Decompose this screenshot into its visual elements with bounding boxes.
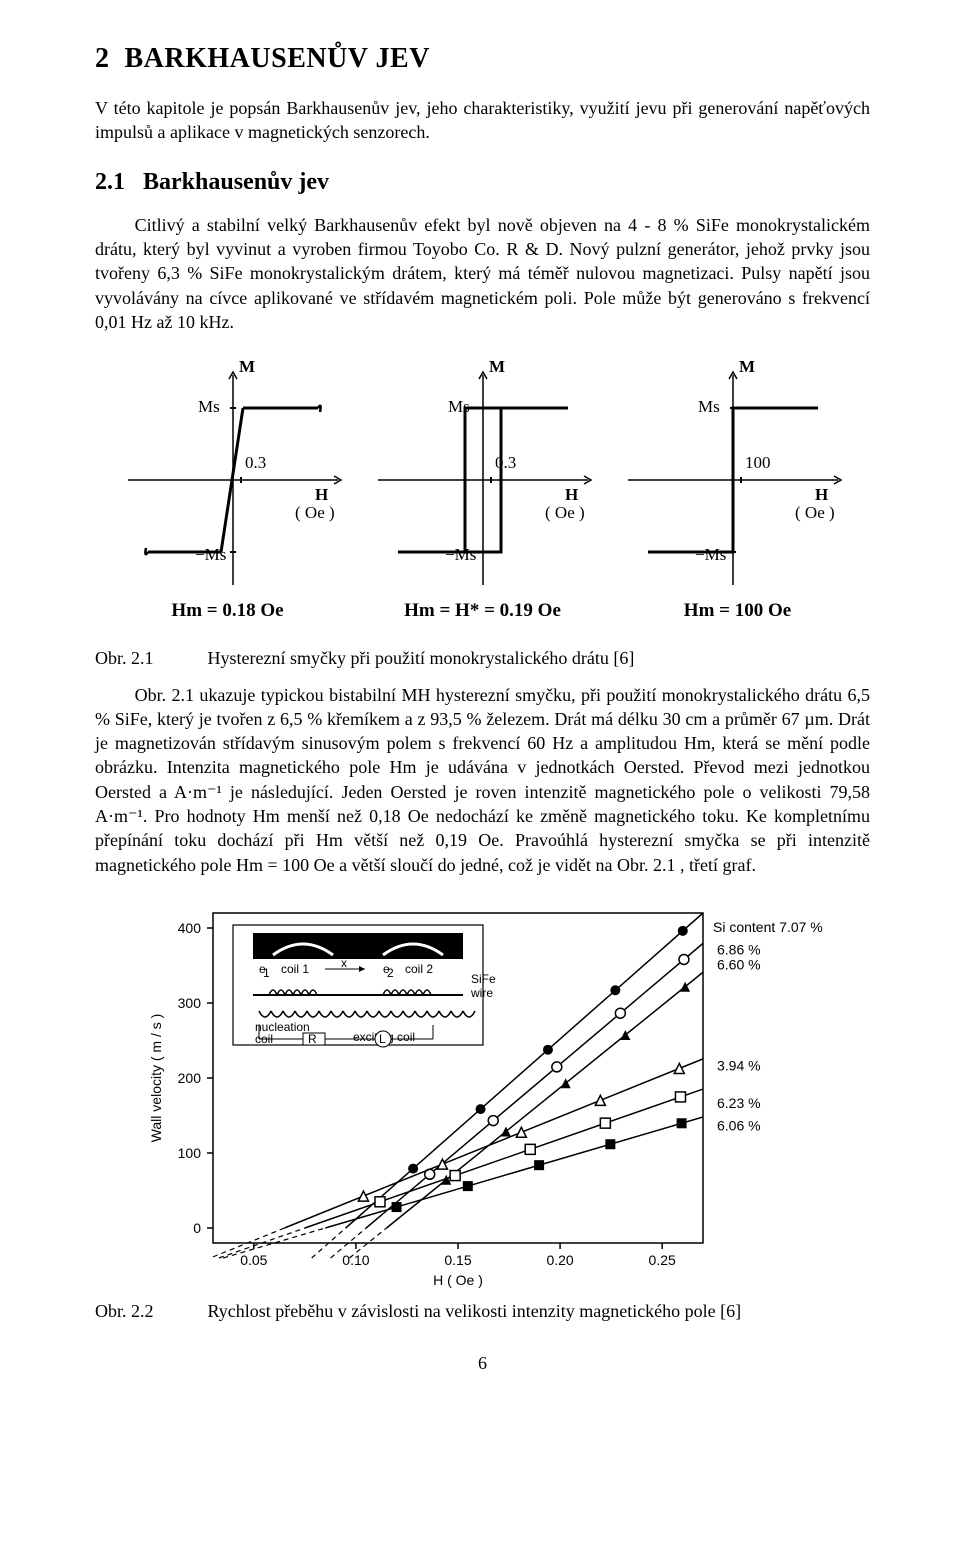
- chapter-title: 2 BARKHAUSENŮV JEV: [95, 40, 870, 78]
- fig21-hm-1: Hm = 0.18 Oe: [113, 598, 343, 624]
- svg-text:( Oe ): ( Oe ): [545, 503, 585, 522]
- page-number: 6: [95, 1351, 870, 1375]
- svg-text:100: 100: [177, 1145, 201, 1161]
- svg-text:3.94 %: 3.94 %: [717, 1057, 761, 1073]
- svg-text:H: H: [815, 485, 828, 504]
- svg-text:300: 300: [177, 995, 201, 1011]
- svg-text:H: H: [315, 485, 328, 504]
- svg-text:H: H: [565, 485, 578, 504]
- svg-text:2: 2: [387, 966, 394, 980]
- svg-text:200: 200: [177, 1070, 201, 1086]
- fig21-hm-row: Hm = 0.18 Oe Hm = H* = 0.19 Oe Hm = 100 …: [113, 598, 853, 624]
- fig21-hm-2: Hm = H* = 0.19 Oe: [343, 598, 623, 624]
- fig22-caption: Obr. 2.2 Rychlost přeběhu v závislosti n…: [95, 1299, 870, 1323]
- svg-text:0: 0: [193, 1220, 201, 1236]
- intro-paragraph: V této kapitole je popsán Barkhausenův j…: [95, 96, 870, 145]
- svg-text:0.25: 0.25: [648, 1252, 675, 1268]
- svg-text:L: L: [379, 1032, 386, 1046]
- svg-text:0.15: 0.15: [444, 1252, 471, 1268]
- svg-text:x: x: [341, 956, 347, 970]
- svg-text:6.60 %: 6.60 %: [717, 956, 761, 972]
- figure-2-2: 0 100 200 300 400 0.05 0.10 0.15 0.20 0.25 H ( Oe …: [143, 893, 823, 1293]
- svg-text:M: M: [739, 357, 755, 376]
- svg-text:0.05: 0.05: [240, 1252, 267, 1268]
- svg-text:400: 400: [177, 920, 201, 936]
- svg-text:0.10: 0.10: [342, 1252, 369, 1268]
- fig22-caption-label: Obr. 2.2: [95, 1299, 203, 1323]
- section-title: 2.1 Barkhausenův jev: [95, 166, 870, 198]
- fig22-caption-text: Rychlost přeběhu v závislosti na velikos…: [208, 1301, 742, 1321]
- svg-text:Wall velocity ( m / s ): Wall velocity ( m / s ): [148, 1014, 164, 1143]
- svg-text:coil 1: coil 1: [281, 962, 309, 976]
- paragraph-after-fig21: Obr. 2.1 ukazuje typickou bistabilní MH …: [95, 683, 870, 877]
- svg-text:100: 100: [745, 453, 771, 472]
- svg-text:( Oe ): ( Oe ): [295, 503, 335, 522]
- svg-text:0.3: 0.3: [495, 453, 516, 472]
- svg-text:R: R: [308, 1032, 317, 1046]
- svg-text:wire: wire: [470, 986, 493, 1000]
- fig21-caption-label: Obr. 2.1: [95, 646, 203, 670]
- svg-text:1: 1: [263, 966, 270, 980]
- figure-2-1: MMs−MsH( Oe )0.3 MMs−MsH( Oe )0.3 MMs−Ms…: [113, 350, 853, 640]
- svg-text:−Ms: −Ms: [695, 545, 726, 564]
- svg-text:coil 2: coil 2: [405, 962, 433, 976]
- svg-text:H ( Oe ): H ( Oe ): [433, 1272, 483, 1288]
- svg-text:Ms: Ms: [198, 397, 220, 416]
- fig21-caption: Obr. 2.1 Hysterezní smyčky při použití m…: [95, 646, 870, 670]
- svg-text:Ms: Ms: [698, 397, 720, 416]
- svg-text:6.86 %: 6.86 %: [717, 941, 761, 957]
- svg-text:6.23 %: 6.23 %: [717, 1095, 761, 1111]
- svg-text:M: M: [489, 357, 505, 376]
- fig21-caption-text: Hysterezní smyčky při použití monokrysta…: [208, 648, 635, 668]
- svg-text:( Oe ): ( Oe ): [795, 503, 835, 522]
- svg-text:M: M: [239, 357, 255, 376]
- section-paragraph-1: Citlivý a stabilní velký Barkhausenův ef…: [95, 213, 870, 334]
- svg-text:0.3: 0.3: [245, 453, 266, 472]
- svg-text:SiFe: SiFe: [471, 972, 496, 986]
- svg-text:−Ms: −Ms: [445, 545, 476, 564]
- svg-text:0.20: 0.20: [546, 1252, 573, 1268]
- svg-text:6.06 %: 6.06 %: [717, 1117, 761, 1133]
- fig21-hm-3: Hm = 100 Oe: [623, 598, 853, 624]
- svg-text:Si content 7.07 %: Si content 7.07 %: [713, 919, 823, 935]
